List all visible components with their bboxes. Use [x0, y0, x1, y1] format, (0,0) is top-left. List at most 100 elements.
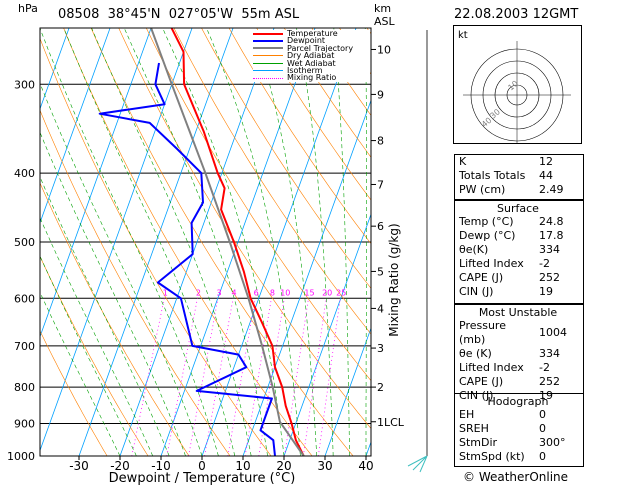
pressure-tick-label: 600	[14, 292, 35, 305]
isotherm-line	[119, 28, 275, 456]
wet-adiabat	[162, 28, 285, 456]
legend-entry: Temperature	[253, 29, 370, 38]
wet-adiabat	[91, 28, 252, 456]
legend-entry: Mixing Ratio	[253, 74, 370, 82]
km-label: km	[374, 2, 392, 15]
indices-table-1: K 12 Totals Totals 44 PW (cm) 2.49	[456, 155, 582, 197]
index-value: 0	[539, 408, 546, 421]
dry-adiabat	[146, 28, 371, 382]
mixing-ratio-line	[284, 298, 309, 456]
wet-adiabat	[40, 28, 219, 456]
hodo-table-title: Hodograph	[487, 395, 549, 408]
wind-barb	[407, 455, 428, 473]
isotherm-line	[242, 99, 371, 456]
wet-adiabat	[333, 28, 350, 456]
index-value: 0	[539, 421, 546, 435]
index-label: K	[459, 155, 467, 168]
mixing-ratio-line	[204, 298, 234, 456]
index-value: 19	[539, 388, 553, 402]
wet-adiabat	[40, 176, 170, 456]
isotherm-line	[40, 28, 152, 338]
pressure-tick-label: 800	[14, 381, 35, 394]
isotherm-line	[78, 28, 234, 456]
station-lon: 027°05'W	[168, 7, 234, 22]
indices-box-surface	[454, 200, 584, 304]
wet-adiabat	[40, 255, 137, 456]
wet-adiabat	[40, 291, 121, 456]
index-value: 300°	[539, 435, 566, 449]
index-label: StmSpd (kt)	[459, 449, 525, 463]
index-row: SREH 0	[456, 422, 582, 436]
pressure-tick-label: 700	[14, 340, 35, 353]
index-row: Totals Totals 44	[456, 169, 582, 183]
dry-adiabat	[63, 28, 313, 456]
hodograph-unit: kt	[458, 30, 468, 41]
x-tick-label: 20	[276, 459, 291, 473]
index-label: Dewp (°C)	[459, 228, 516, 242]
index-label: θe (K)	[459, 346, 492, 360]
index-row: Temp (°C) 24.8	[456, 215, 582, 229]
mixing-ratio-label: 2	[196, 288, 201, 297]
index-label: StmDir	[459, 435, 498, 449]
dry-adiabat	[201, 28, 371, 289]
wet-adiabat	[40, 217, 154, 456]
mu-title: Most Unstable	[478, 306, 558, 319]
index-row: CAPE (J) 252	[456, 375, 582, 389]
date-label: 22.08.2003 12GMT	[454, 7, 579, 22]
index-label: EH	[459, 408, 475, 421]
legend-entry: Parcel Trajectory	[253, 43, 370, 53]
indices-box-hodo	[454, 393, 584, 467]
isotherm-line	[324, 327, 371, 456]
dry-adiabat	[283, 28, 371, 158]
index-row: PW (cm) 2.49	[456, 183, 582, 197]
index-row: CIN (J) 19	[456, 389, 582, 403]
dry-adiabat	[256, 28, 371, 201]
station-asl: ASL	[274, 7, 300, 22]
mixing-ratio-label: 6	[254, 288, 259, 297]
plot-frame	[39, 27, 372, 457]
surface-table: Temp (°C) 24.8 Dewp (°C) 17.8 θe(K) 334 Lifted…	[456, 215, 582, 298]
isotherm-line	[40, 28, 111, 224]
legend-entry: Wet Adiabat	[253, 59, 370, 67]
station-lat: 38°45'N	[107, 7, 161, 22]
mixing-ratio-line	[131, 298, 165, 456]
wet-adiabat	[40, 131, 186, 456]
index-label: Lifted Index	[459, 256, 524, 270]
wet-adiabat	[252, 28, 318, 456]
km-tick-label: 8	[377, 135, 384, 148]
km-tick-label: 7	[377, 178, 384, 191]
series-dewpoint	[98, 62, 276, 456]
index-value: 12	[539, 155, 553, 168]
dry-adiabat	[228, 28, 371, 245]
index-label: θe(K)	[459, 242, 489, 256]
km-tick-label: 10	[377, 43, 391, 56]
index-row: Lifted Index -2	[456, 257, 582, 271]
station-id: 08508	[58, 7, 100, 22]
index-row: StmDir 300°	[456, 436, 582, 450]
x-tick-label: 0	[198, 459, 206, 473]
pressure-tick-label: 500	[14, 236, 35, 249]
mixing-ratio-label: 1	[163, 288, 168, 297]
km-tick-label: 6	[377, 220, 384, 233]
mixing-ratio-label: 4	[232, 288, 237, 297]
mixing-ratio-line	[227, 298, 256, 456]
index-value: 17.8	[539, 228, 564, 242]
index-value: -2	[539, 360, 550, 374]
index-value: 252	[539, 374, 560, 388]
km-tick-label: 1LCL	[377, 416, 405, 429]
mixing-ratio-label: 3	[216, 288, 221, 297]
x-tick-label: 10	[235, 459, 250, 473]
index-row: Dewp (°C) 17.8	[456, 229, 582, 243]
legend-label: Parcel Trajectory	[287, 43, 354, 53]
km-tick-label: 2	[377, 381, 384, 394]
index-value: -2	[539, 256, 550, 270]
wet-adiabat	[296, 28, 334, 456]
index-row: θe(K) 334	[456, 243, 582, 257]
pressure-tick-label: 300	[14, 78, 35, 91]
mixing-ratio-label: 25	[336, 288, 346, 297]
index-row: CAPE (J) 252	[456, 271, 582, 285]
dry-adiabat	[40, 109, 231, 456]
legend-swatch	[253, 47, 283, 50]
isotherm-line	[160, 28, 316, 456]
dry-adiabat	[90, 28, 354, 456]
